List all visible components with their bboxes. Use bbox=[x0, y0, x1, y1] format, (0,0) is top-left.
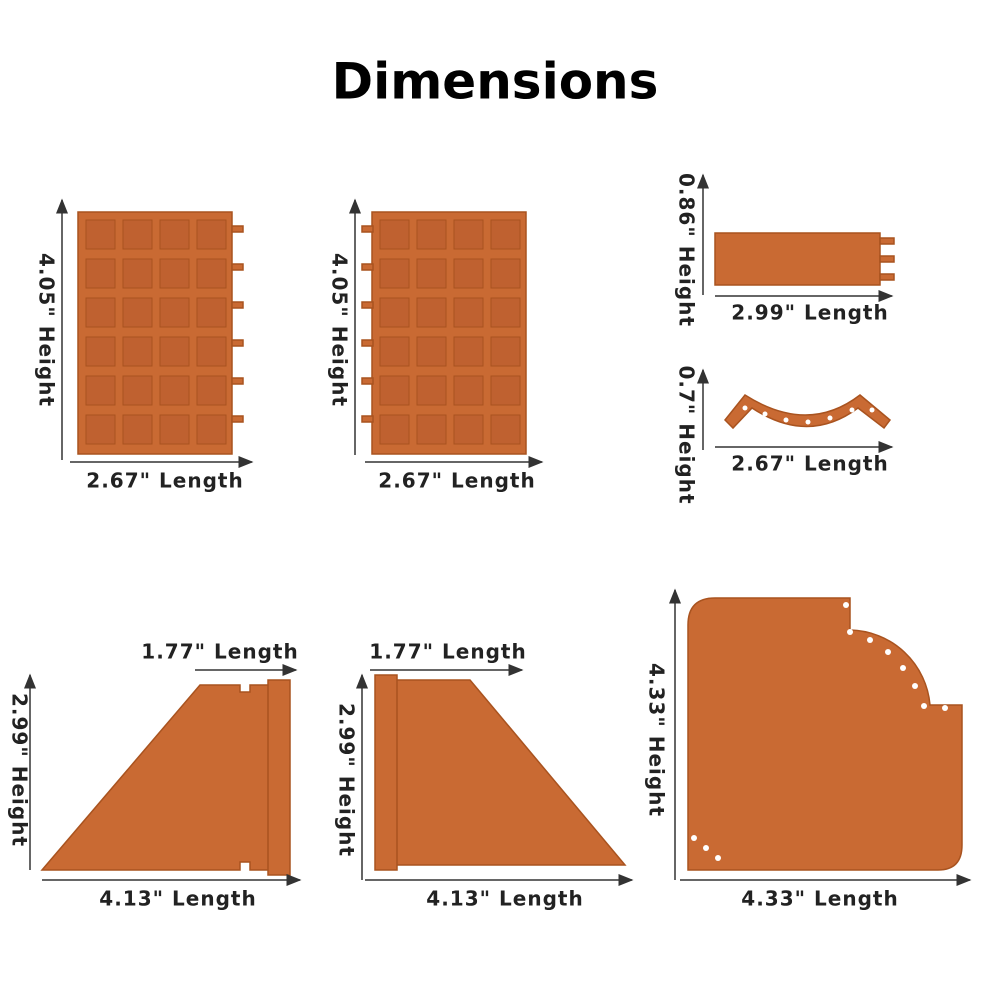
grid-cell bbox=[159, 414, 190, 445]
top-length-label: 1.77" Length bbox=[369, 640, 526, 664]
grid-cell bbox=[85, 297, 116, 328]
length-label: 4.33" Length bbox=[741, 887, 898, 911]
grid-cell bbox=[379, 219, 410, 250]
grid-cell bbox=[490, 297, 521, 328]
peg bbox=[361, 263, 374, 271]
grid-cell bbox=[122, 219, 153, 250]
height-label: 0.86" Height bbox=[675, 173, 699, 327]
length-label: 4.13" Length bbox=[426, 887, 583, 911]
grid-cell bbox=[379, 375, 410, 406]
grid-panel bbox=[77, 211, 244, 455]
panel-body bbox=[371, 211, 527, 455]
grid-cell bbox=[85, 414, 116, 445]
peg bbox=[231, 377, 244, 385]
grid-cell bbox=[122, 336, 153, 367]
grid-cell bbox=[490, 375, 521, 406]
grid-cell bbox=[453, 336, 484, 367]
length-label: 2.67" Length bbox=[731, 452, 888, 476]
grid-cell bbox=[159, 297, 190, 328]
grid-cell bbox=[453, 375, 484, 406]
bar-panel bbox=[714, 232, 895, 286]
curved-strip bbox=[723, 394, 892, 430]
grid-cell bbox=[85, 219, 116, 250]
grid-cell bbox=[416, 414, 447, 445]
peg bbox=[231, 225, 244, 233]
grid-cell bbox=[196, 297, 227, 328]
title: Dimensions bbox=[332, 53, 659, 111]
height-label: 2.99" Height bbox=[335, 703, 359, 857]
length-label: 2.99" Length bbox=[731, 301, 888, 325]
length-label: 4.13" Length bbox=[99, 887, 256, 911]
grid-cell bbox=[85, 258, 116, 289]
grid-cell bbox=[416, 297, 447, 328]
peg bbox=[361, 225, 374, 233]
grid-cell bbox=[379, 258, 410, 289]
grid-cell bbox=[490, 258, 521, 289]
grid-cell bbox=[159, 219, 190, 250]
height-label: 0.7" Height bbox=[675, 365, 699, 504]
length-label: 2.67" Length bbox=[86, 469, 243, 493]
height-label: 4.05" Height bbox=[35, 253, 59, 407]
peg bbox=[231, 339, 244, 347]
grid-cell bbox=[416, 336, 447, 367]
grid-cell bbox=[122, 414, 153, 445]
peg bbox=[361, 301, 374, 309]
grid-cell bbox=[196, 375, 227, 406]
grid-cell bbox=[85, 375, 116, 406]
corner-panel bbox=[687, 597, 963, 871]
peg bbox=[231, 415, 244, 423]
grid-cell bbox=[196, 258, 227, 289]
grid-cell bbox=[159, 258, 190, 289]
grid-panel bbox=[361, 211, 527, 455]
triangle-panel bbox=[40, 679, 291, 876]
grid-cell bbox=[490, 219, 521, 250]
height-label: 4.05" Height bbox=[328, 253, 352, 407]
grid-cell bbox=[453, 414, 484, 445]
grid-cell bbox=[159, 336, 190, 367]
height-label: 4.33" Height bbox=[645, 663, 669, 817]
grid-cell bbox=[416, 219, 447, 250]
grid-cell bbox=[196, 336, 227, 367]
triangle-panel bbox=[374, 674, 627, 871]
grid-cell bbox=[122, 375, 153, 406]
grid-cell bbox=[416, 375, 447, 406]
peg bbox=[361, 339, 374, 347]
peg bbox=[361, 415, 374, 423]
grid-cell bbox=[453, 219, 484, 250]
grid-cell bbox=[196, 414, 227, 445]
grid-cell bbox=[379, 414, 410, 445]
grid-cell bbox=[379, 297, 410, 328]
grid-cell bbox=[85, 336, 116, 367]
grid-cell bbox=[416, 258, 447, 289]
grid-cell bbox=[122, 258, 153, 289]
peg bbox=[231, 301, 244, 309]
length-label: 2.67" Length bbox=[378, 469, 535, 493]
grid-cell bbox=[159, 375, 190, 406]
grid-cell bbox=[490, 414, 521, 445]
grid-cell bbox=[196, 219, 227, 250]
grid-cell bbox=[122, 297, 153, 328]
peg bbox=[361, 377, 374, 385]
peg bbox=[231, 263, 244, 271]
panel-body bbox=[77, 211, 233, 455]
grid-cell bbox=[490, 336, 521, 367]
grid-cell bbox=[453, 297, 484, 328]
height-label: 2.99" Height bbox=[8, 693, 32, 847]
grid-cell bbox=[379, 336, 410, 367]
top-length-label: 1.77" Length bbox=[141, 640, 298, 664]
grid-cell bbox=[453, 258, 484, 289]
